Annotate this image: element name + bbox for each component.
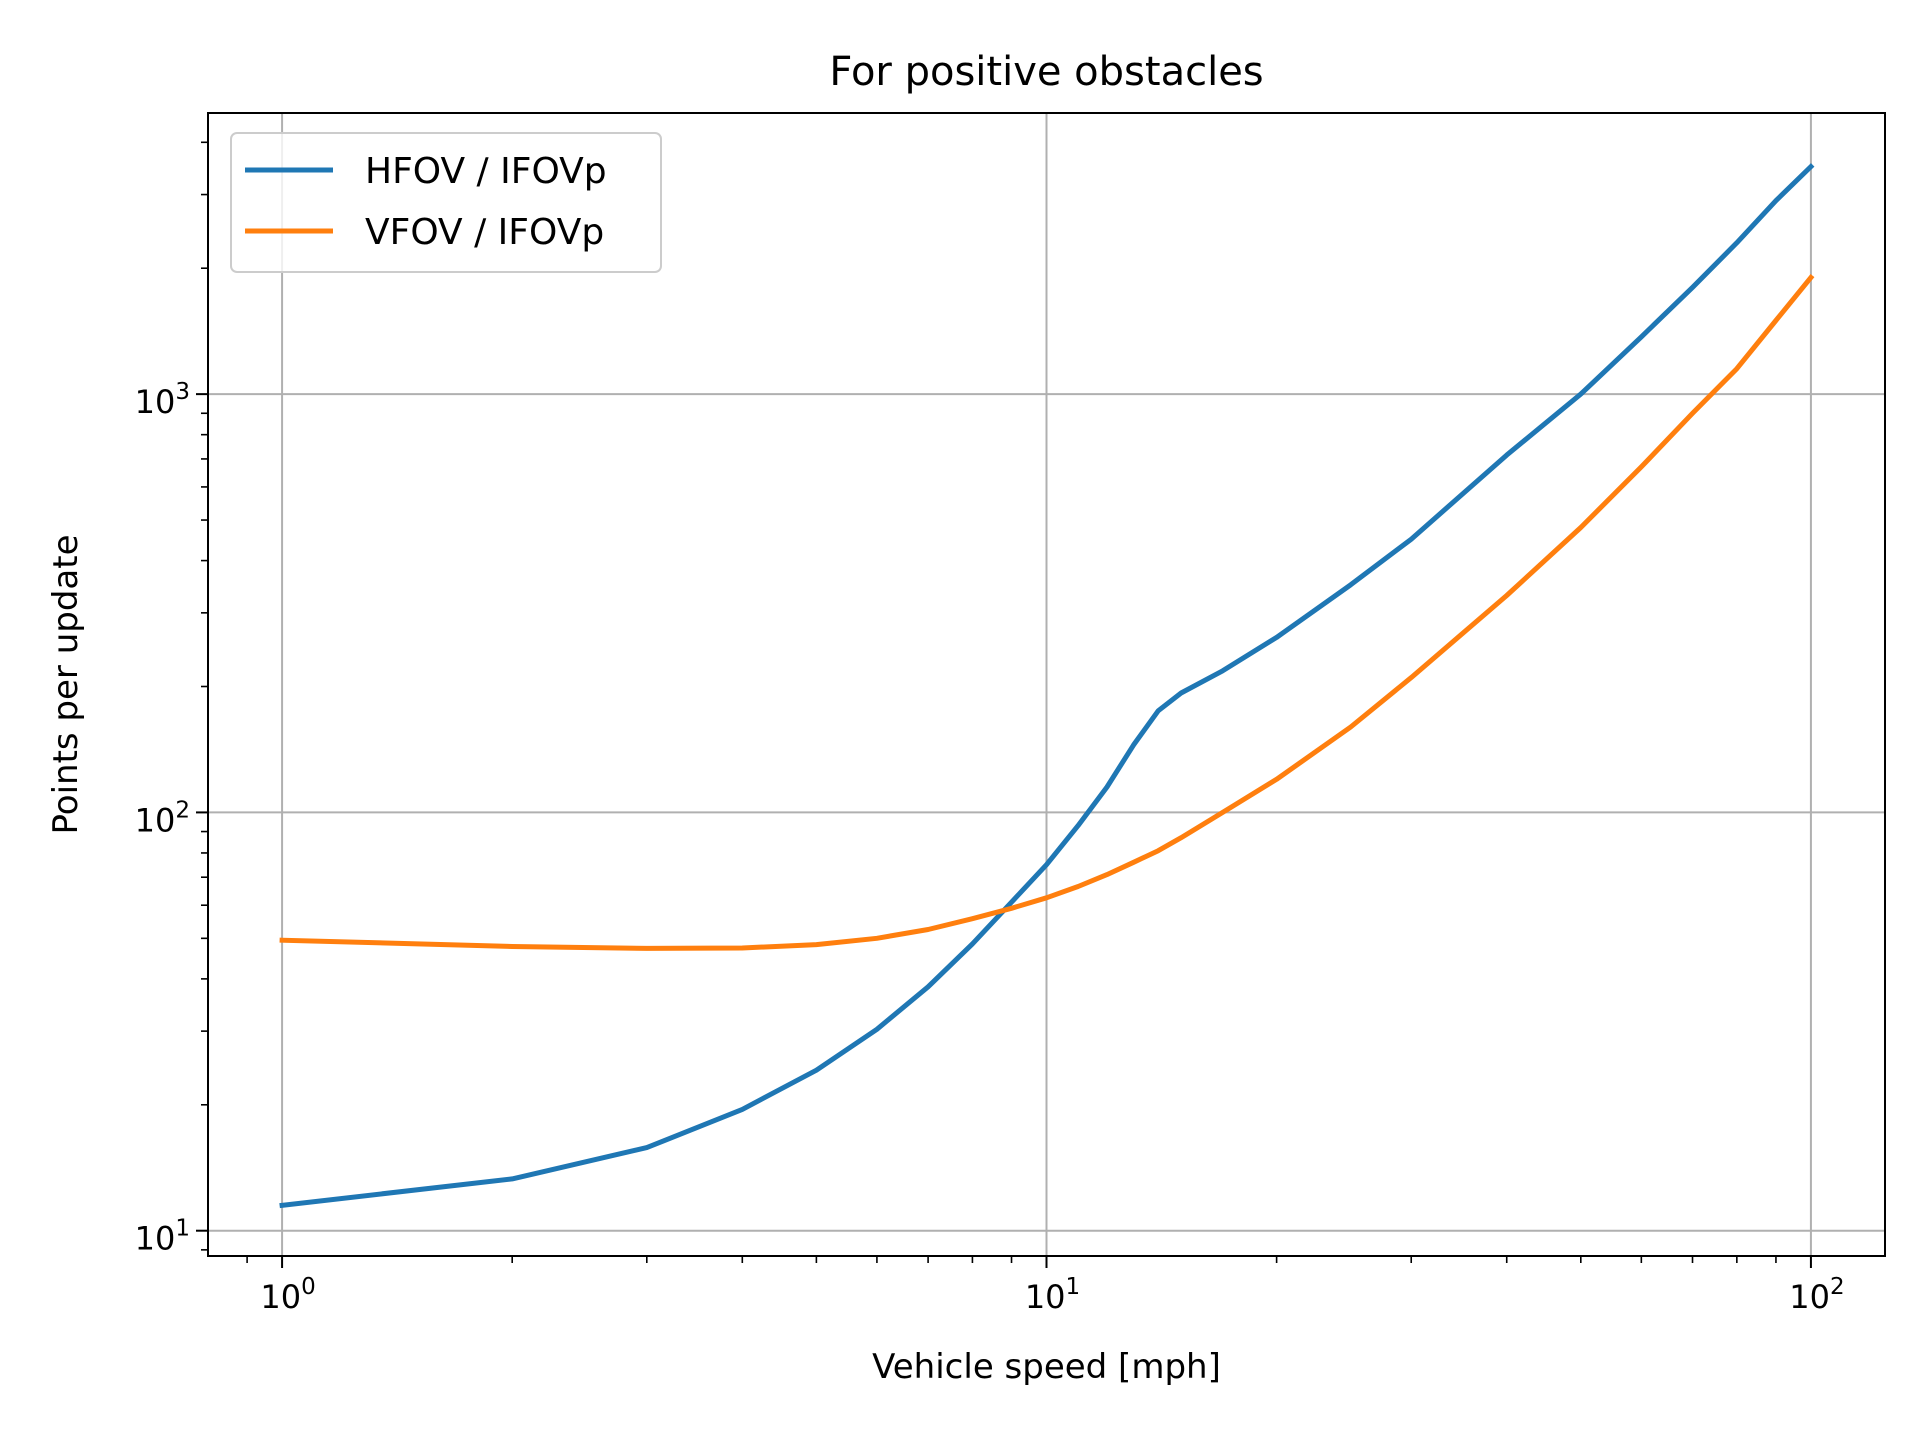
major-ticks xyxy=(196,393,1812,1268)
legend-label-hfov: HFOV / IFOVp xyxy=(365,151,607,192)
x-tick-label-1: 101 xyxy=(1025,1274,1080,1316)
x-tick-labels: 100 101 102 xyxy=(260,1274,1844,1316)
series-lines xyxy=(279,163,1815,1209)
minor-ticks xyxy=(201,141,1777,1263)
legend: HFOV / IFOVp VFOV / IFOVp xyxy=(230,132,662,273)
y-tick-label-2: 103 xyxy=(135,379,190,421)
y-tick-labels: 101 102 103 xyxy=(135,379,190,1258)
y-tick-label-0: 101 xyxy=(135,1216,190,1258)
x-tick-label-0: 100 xyxy=(260,1274,315,1316)
legend-label-vfov: VFOV / IFOVp xyxy=(365,212,604,253)
series-line-hfov xyxy=(279,163,1815,1209)
legend-box xyxy=(230,132,662,273)
grid-lines xyxy=(208,113,1885,1256)
chart-title: For positive obstacles xyxy=(829,49,1263,95)
plot-area-frame xyxy=(207,112,1886,1257)
series-line-vfov xyxy=(279,273,1815,951)
x-tick-label-2: 102 xyxy=(1789,1274,1844,1316)
x-axis-label: Vehicle speed [mph] xyxy=(872,1347,1221,1387)
y-axis-label: Points per update xyxy=(46,534,86,834)
y-tick-label-1: 102 xyxy=(135,797,190,839)
